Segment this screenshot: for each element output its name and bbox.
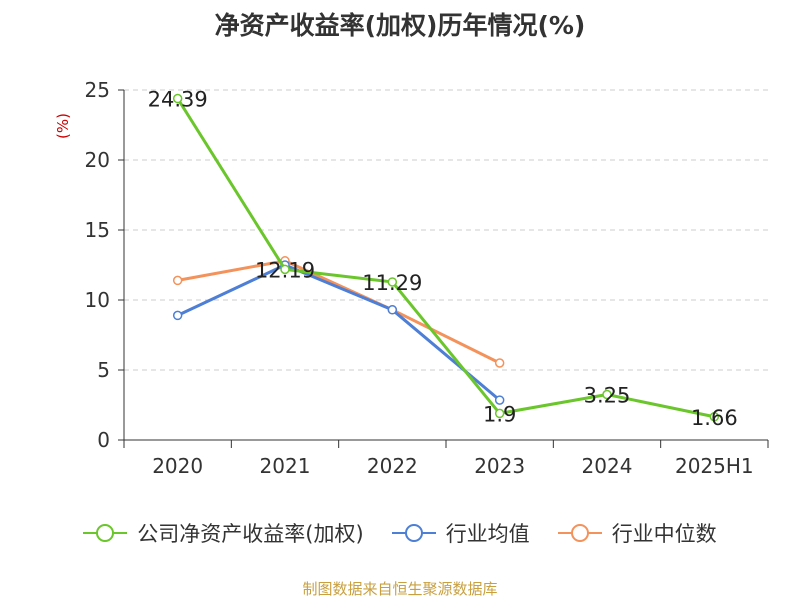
- series-point-2: [172, 275, 183, 286]
- legend-item-industry-median[interactable]: 行业中位数: [557, 518, 717, 548]
- y-tick-label: 10: [85, 288, 110, 312]
- y-tick-label: 20: [85, 148, 110, 172]
- data-label: 1.66: [691, 406, 738, 430]
- legend-label-industry-median: 行业中位数: [611, 522, 717, 546]
- x-tick-label: 2020: [152, 454, 203, 478]
- y-tick-label: 15: [85, 218, 110, 242]
- legend: 公司净资产收益率(加权) 行业均值 行业中位数: [0, 518, 800, 548]
- legend-item-company[interactable]: 公司净资产收益率(加权): [83, 518, 364, 548]
- series-layer: [172, 93, 720, 422]
- x-tick-label: 2021: [260, 454, 311, 478]
- series-point-0: [494, 408, 505, 419]
- x-tick-label: 2025H1: [675, 454, 754, 478]
- grid-layer: [124, 89, 768, 371]
- x-tick-label: 2022: [367, 454, 418, 478]
- series-point-0: [172, 93, 183, 104]
- series-line-0: [176, 97, 715, 419]
- label-layer: 24.39 12.19 11.29 1.9 3.25 1.66: [148, 88, 738, 430]
- series-line-1: [177, 263, 501, 402]
- series-point-1: [387, 305, 398, 315]
- y-tick-label: 5: [97, 358, 110, 382]
- y-tick-label: 25: [85, 78, 110, 102]
- series-point-1: [172, 310, 183, 321]
- legend-label-company: 公司净资产收益率(加权): [137, 522, 364, 546]
- axis-layer: 0 5 10 15 20 25 (%) 2020 2021 2022 2023 2024 2025H1: [54, 78, 769, 478]
- series-point-1: [494, 395, 505, 405]
- data-label: 1.9: [483, 402, 516, 426]
- data-label: 11.29: [362, 271, 422, 295]
- y-tick-label: 0: [97, 428, 110, 452]
- legend-item-industry-avg[interactable]: 行业均值: [391, 518, 530, 548]
- series-point-2: [494, 358, 505, 368]
- legend-marker-industry-avg: [391, 524, 436, 542]
- x-tick-label: 2023: [474, 454, 525, 478]
- series-line-2: [177, 259, 501, 365]
- series-point-0: [602, 389, 612, 400]
- data-label: 12.19: [255, 258, 315, 282]
- legend-marker-industry-median: [557, 524, 602, 542]
- series-point-0: [709, 412, 720, 422]
- series-point-0: [387, 277, 398, 287]
- data-label: 3.25: [584, 384, 631, 408]
- x-tick-label: 2024: [582, 454, 633, 478]
- legend-label-industry-avg: 行业均值: [445, 522, 530, 546]
- source-note: 制图数据来自恒生聚源数据库: [302, 580, 498, 598]
- y-axis-label: (%): [54, 113, 72, 139]
- legend-marker-company: [83, 524, 128, 542]
- series-point-0: [280, 264, 290, 275]
- data-label: 24.39: [148, 88, 208, 112]
- chart-title: 净资产收益率(加权)历年情况(%): [214, 11, 586, 40]
